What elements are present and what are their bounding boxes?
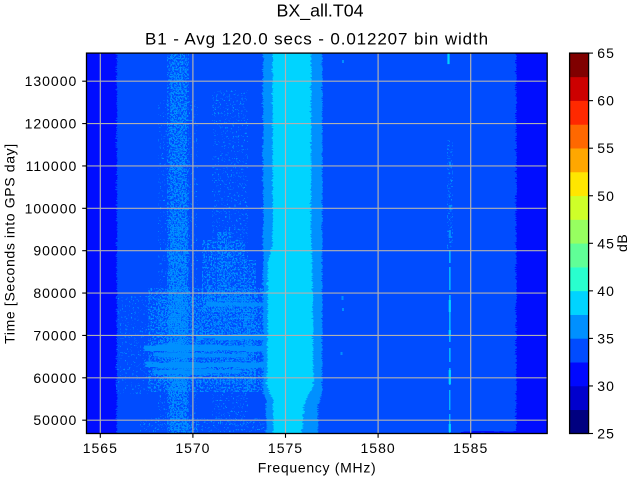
svg-text:25: 25 [597, 426, 615, 442]
svg-text:dB: dB [614, 234, 630, 252]
svg-text:35: 35 [597, 330, 615, 346]
svg-text:120000: 120000 [25, 116, 78, 132]
svg-text:BX_all.T04: BX_all.T04 [277, 0, 364, 21]
svg-text:60000: 60000 [33, 370, 77, 386]
svg-text:1580: 1580 [361, 440, 396, 456]
svg-text:Frequency (MHz): Frequency (MHz) [258, 460, 377, 476]
svg-text:65: 65 [597, 45, 615, 61]
svg-text:130000: 130000 [25, 73, 78, 89]
svg-text:80000: 80000 [33, 285, 77, 301]
svg-text:30: 30 [597, 378, 615, 394]
svg-text:1565: 1565 [83, 440, 118, 456]
svg-text:70000: 70000 [33, 327, 77, 343]
svg-text:1575: 1575 [268, 440, 303, 456]
svg-text:50000: 50000 [33, 412, 77, 428]
svg-text:1585: 1585 [453, 440, 488, 456]
svg-text:1570: 1570 [175, 440, 210, 456]
svg-text:110000: 110000 [26, 158, 78, 174]
svg-text:60: 60 [597, 93, 615, 109]
svg-text:50: 50 [597, 188, 615, 204]
svg-text:100000: 100000 [25, 200, 78, 216]
svg-text:55: 55 [597, 140, 615, 156]
svg-text:90000: 90000 [33, 243, 77, 259]
svg-text:B1 - Avg 120.0 secs - 0.012207: B1 - Avg 120.0 secs - 0.012207 bin width [145, 30, 489, 49]
svg-text:45: 45 [597, 235, 615, 251]
svg-text:40: 40 [597, 283, 615, 299]
svg-text:Time [Seconds into GPS day]: Time [Seconds into GPS day] [2, 143, 18, 344]
